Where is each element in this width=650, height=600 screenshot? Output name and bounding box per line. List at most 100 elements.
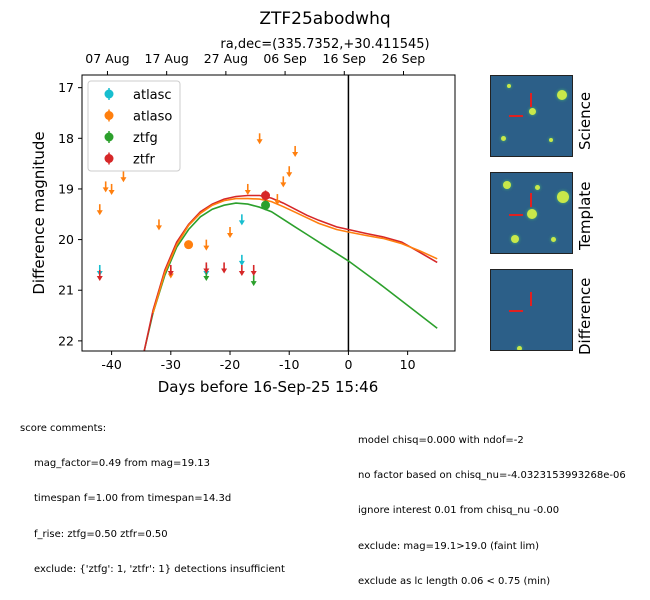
target-marker [509,214,523,216]
star [507,84,511,88]
legend-label: atlasc [133,88,172,103]
chart-title: ZTF25abodwhq [259,9,390,29]
star [549,138,553,142]
plot-frame [81,74,456,352]
upper-limit-marker [108,189,115,195]
legend-label: ztfr [133,153,155,168]
upper-limit-marker [203,245,210,251]
comment-line: no factor based on chisq_nu=-4.032315399… [358,469,626,481]
top-tick-label: 16 Sep [323,51,367,66]
top-tick-label: 26 Sep [382,51,426,66]
axes: -40 -30 -20 -10 0 10 17 18 19 20 21 22 07 Aug 17 Aug 2… [58,51,425,372]
x-tick-label: 0 [344,357,352,372]
upper-limit-marker [250,270,257,276]
star [511,235,519,243]
difference-label: Difference [576,277,594,355]
upper-limit-marker [280,182,287,188]
legend-marker [104,154,114,163]
legend-marker [104,132,114,142]
x-axis-label: Days before 16-Sep-25 15:46 [158,378,379,396]
upper-limit-marker [274,200,281,206]
science-label: Science [576,91,594,150]
star [551,237,556,242]
upper-limit-marker [155,225,162,231]
upper-limit-marker [203,268,210,274]
y-tick-label: 17 [58,80,74,95]
target-marker [530,292,532,306]
comment-line: model chisq=0.000 with ndof=-2 [358,434,524,446]
upper-limit-marker [238,220,245,226]
upper-limit-marker [96,276,103,282]
legend: atlasc atlaso ztfg ztfr [87,80,181,172]
y-tick-label: 20 [58,232,74,247]
x-tick-label: 10 [400,357,416,372]
y-tick-label: 18 [58,131,74,146]
comment-line: exclude as lc length 0.06 < 0.75 (min) [358,576,551,588]
detection-point [184,240,194,250]
star [535,185,540,190]
comment-line: exclude: {'ztfg': 1, 'ztfr': 1} detectio… [34,564,285,576]
x-tick-label: -10 [279,357,299,372]
science-cutout [490,75,573,157]
detection-point [261,200,271,210]
top-tick-label: 27 Aug [204,51,248,66]
star [557,191,569,203]
comment-line: f_rise: ztfg=0.50 ztfr=0.50 [34,528,168,540]
legend-marker [104,111,114,120]
comment-line: ignore interest 0.01 from chisq_nu -0.00 [358,505,560,517]
x-tick-label: -20 [220,357,240,372]
template-label: Template [576,181,594,250]
top-tick-label: 17 Aug [145,51,189,66]
model-curves [143,194,438,351]
score-comments-left: score comments: mag_factor=0.49 from mag… [20,399,285,588]
data-points [96,133,299,287]
comment-line: mag_factor=0.49 from mag=19.13 [34,457,211,469]
comment-line: exclude: mag=19.1>19.0 (faint lim) [358,540,540,552]
y-tick-label: 21 [58,283,74,298]
legend-marker [104,89,114,99]
comment-line: timespan f=1.00 from timespan=14.3d [34,493,232,505]
legend-box [87,80,181,172]
model-curve [143,194,438,351]
star [517,346,522,350]
legend-label: ztfg [133,131,158,146]
target-marker [509,310,523,312]
lightcurve-plot: ZTF25abodwhq ra,dec=(335.7352,+30.411545… [30,9,456,396]
upper-limit-marker [203,276,210,282]
top-tick-label: 07 Aug [85,51,129,66]
comments-heading: score comments: [20,422,107,434]
upper-limit-marker [256,139,263,145]
target-marker [530,93,532,107]
y-tick-label: 19 [58,181,74,196]
x-tick-label: -40 [101,357,121,372]
upper-limit-marker [292,151,299,157]
upper-limit-marker [167,273,174,279]
y-tick-label: 22 [58,333,74,348]
score-comments-right: model chisq=0.000 with ndof=-2 no factor… [358,411,650,600]
detection-point [261,191,271,201]
target-marker [509,115,523,117]
star [501,136,506,141]
upper-limit-marker [238,260,245,266]
upper-limit-marker [120,177,127,183]
star [503,181,511,189]
upper-limit-marker [250,281,257,287]
upper-limit-marker [244,189,251,195]
star [527,209,537,219]
upper-limit-marker [227,232,234,238]
upper-limit-marker [238,270,245,276]
difference-cutout [490,269,573,351]
upper-limit-marker [102,187,109,193]
upper-limit-marker [96,210,103,216]
template-cutout [490,172,573,254]
star [557,90,567,100]
legend-label: atlaso [133,110,172,125]
top-tick-label: 06 Sep [263,51,307,66]
x-tick-label: -30 [161,357,181,372]
upper-limit-marker [221,268,228,274]
chart-subtitle: ra,dec=(335.7352,+30.411545) [220,37,429,52]
upper-limit-marker [286,172,293,178]
target-marker [530,193,532,207]
star [529,108,536,115]
model-curve [143,202,438,351]
